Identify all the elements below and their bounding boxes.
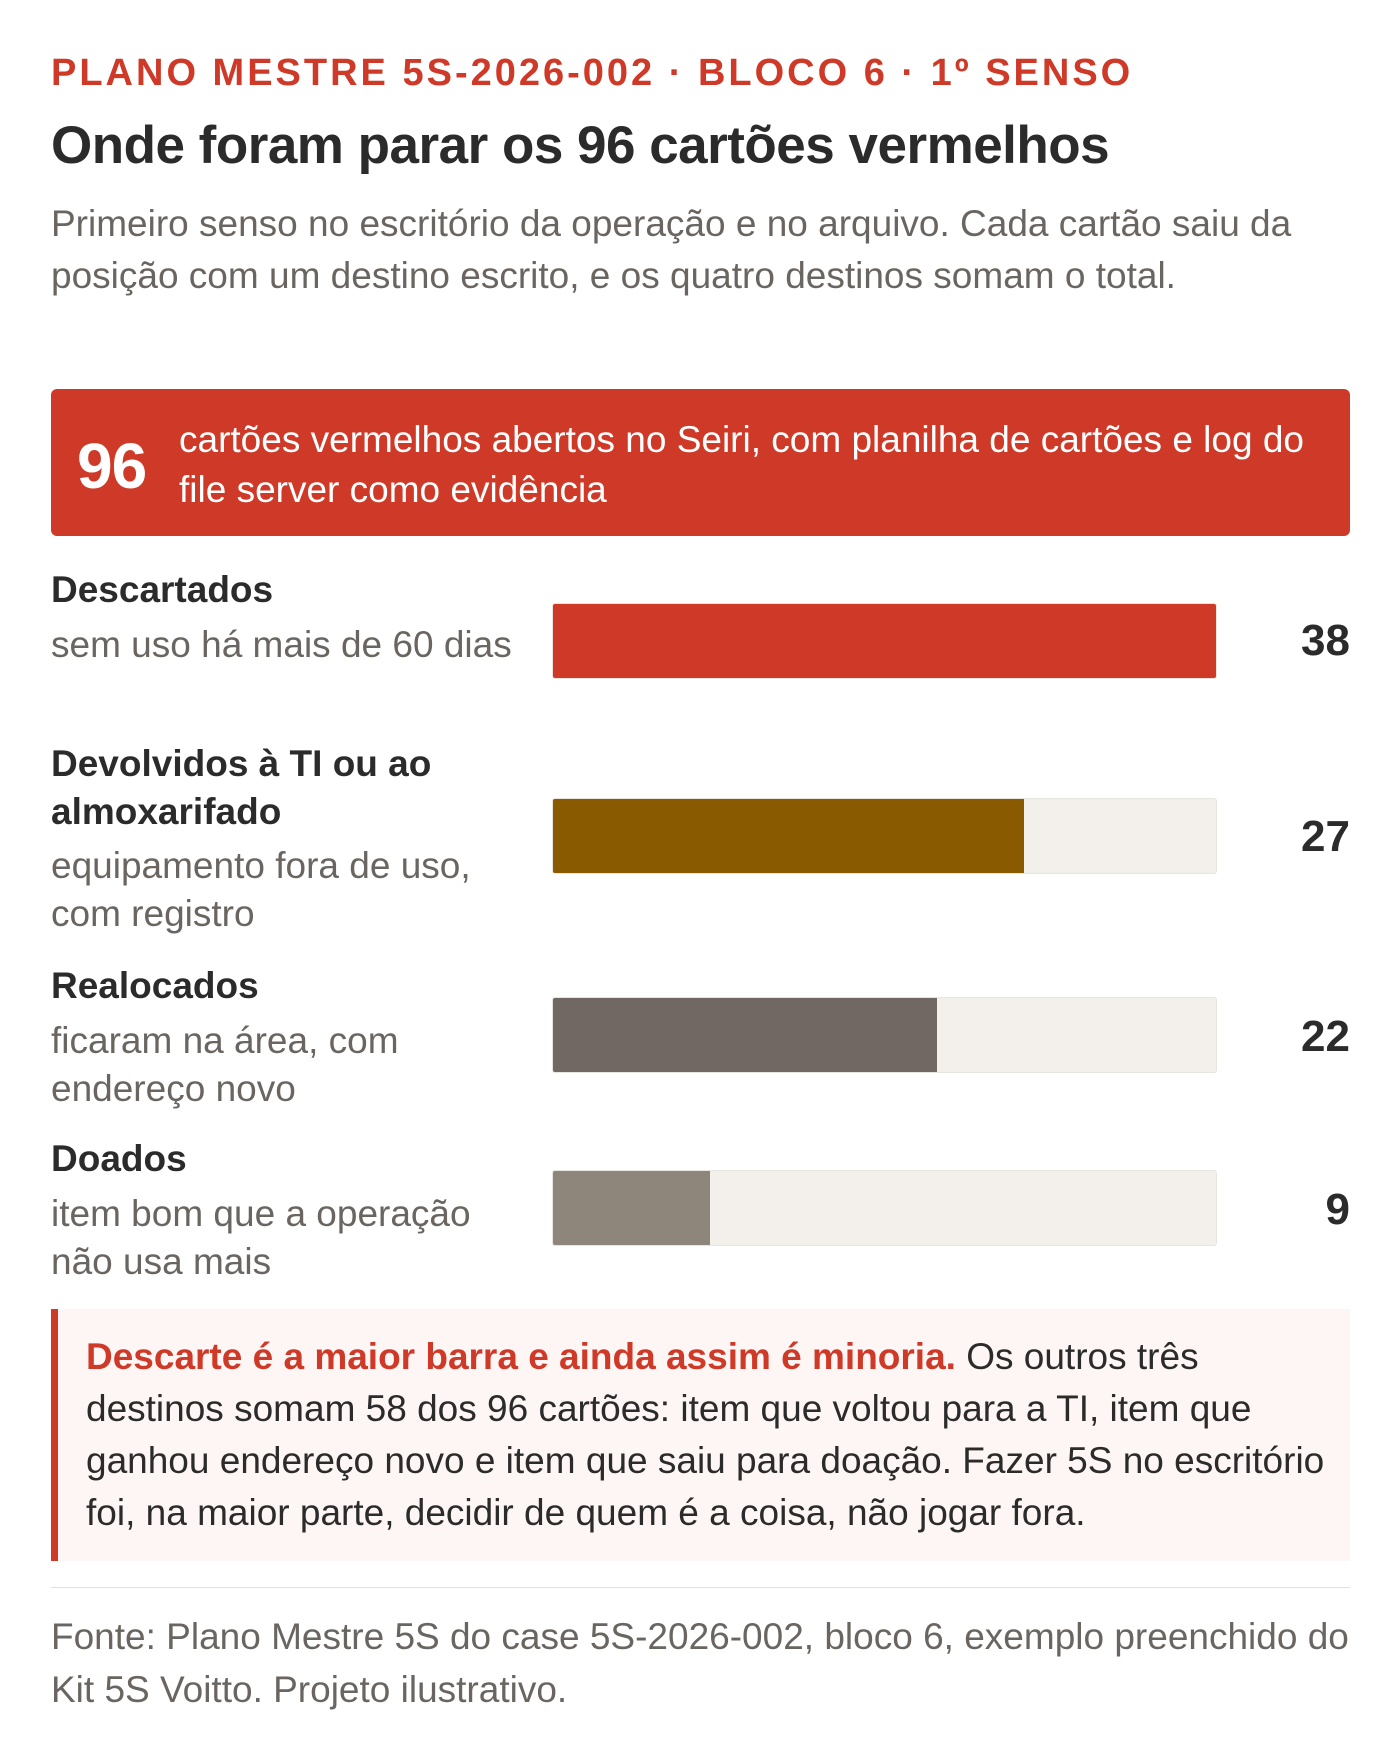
bar-value-label: 22 (1301, 1012, 1350, 1061)
bar-description: ficaram na área, com endereço novo (51, 1020, 399, 1109)
bar-category-label: Devolvidos à TI ou ao almoxarifado (51, 743, 432, 832)
bar-track (552, 1170, 1217, 1246)
bar-value-label: 27 (1301, 812, 1350, 861)
bar-category-label: Realocados (51, 965, 259, 1006)
total-callout: 96 cartões vermelhos abertos no Seiri, c… (51, 389, 1350, 536)
divider (51, 1587, 1350, 1588)
insight-note: Descarte é a maior barra e ainda assim é… (51, 1309, 1350, 1561)
bar-track (552, 997, 1217, 1073)
bar (553, 799, 1025, 873)
bar-row: Doados item bom que a operação não usa m… (51, 1135, 1350, 1285)
source-note: Fonte: Plano Mestre 5S do case 5S-2026-0… (51, 1616, 1349, 1710)
bar-track (552, 798, 1217, 874)
bar-value-label: 38 (1301, 616, 1350, 665)
chart-subtitle: Primeiro senso no escritório da operação… (51, 203, 1292, 296)
bar (553, 1171, 711, 1245)
bar-category-label: Descartados (51, 569, 274, 610)
bar-row: Descartados sem uso há mais de 60 dias 3… (51, 566, 1350, 716)
bar-value-label: 9 (1325, 1185, 1350, 1234)
bar-category-label: Doados (51, 1138, 187, 1179)
bar (553, 604, 1216, 678)
bar-description: sem uso há mais de 60 dias (51, 624, 512, 665)
chart-title: Onde foram parar os 96 cartões vermelhos (51, 116, 1110, 175)
insight-text: Descarte é a maior barra e ainda assim é… (86, 1331, 1326, 1539)
insight-highlight: Descarte é a maior barra e ainda assim é… (86, 1336, 956, 1377)
kicker: PLANO MESTRE 5S-2026-002 · BLOCO 6 · 1º … (51, 52, 1134, 94)
bar-row: Realocados ficaram na área, com endereço… (51, 962, 1350, 1112)
bar-description: item bom que a operação não usa mais (51, 1193, 471, 1282)
bar (553, 998, 937, 1072)
bar-row: Devolvidos à TI ou ao almoxarifado equip… (51, 740, 1350, 940)
callout-text: cartões vermelhos abertos no Seiri, com … (179, 419, 1304, 510)
insight-body: Os outros três destinos somam 58 dos 96 … (86, 1336, 1325, 1533)
callout-number: 96 (77, 430, 147, 502)
bar-description: equipamento fora de uso, com registro (51, 845, 471, 934)
bar-track (552, 603, 1217, 679)
